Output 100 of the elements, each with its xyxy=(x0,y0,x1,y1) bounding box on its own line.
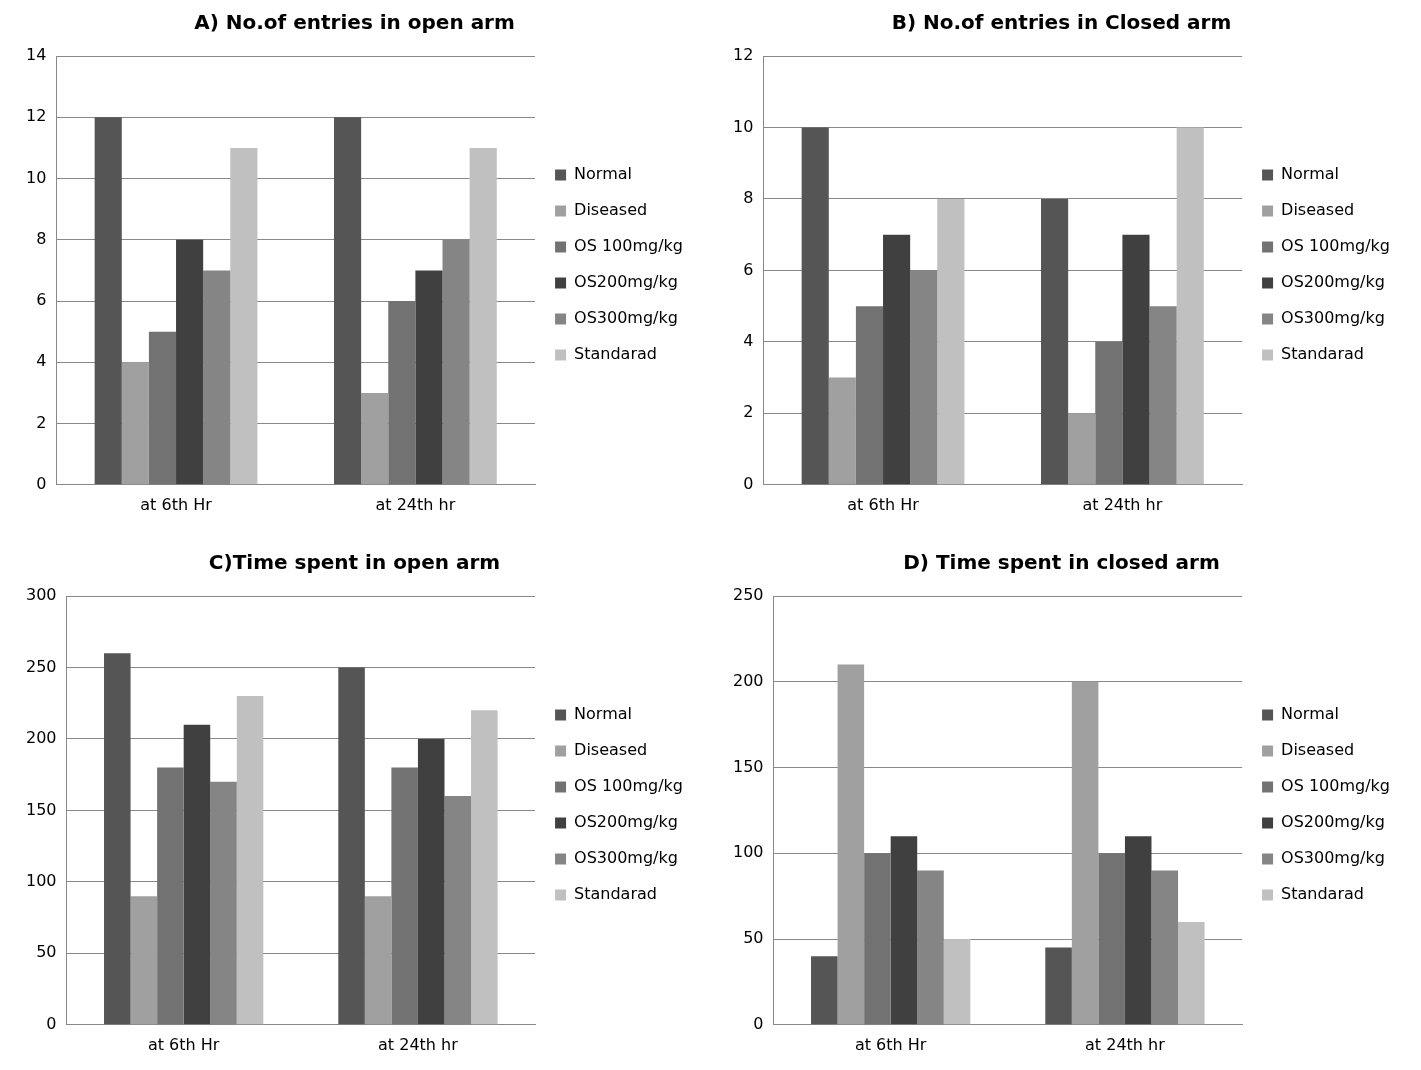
legend-label: Standarad xyxy=(1281,884,1364,904)
legend-label: Diseased xyxy=(1281,200,1355,220)
bar xyxy=(361,392,389,485)
bar xyxy=(176,239,204,485)
bar xyxy=(415,270,443,485)
bar xyxy=(864,853,891,1025)
x-tick-label: at 6th Hr xyxy=(847,494,920,514)
bar xyxy=(943,939,971,1025)
legend-label: OS200mg/kg xyxy=(1281,272,1385,292)
y-tick-label: 100 xyxy=(732,842,764,862)
legend-label: Standarad xyxy=(1281,344,1364,364)
bar xyxy=(828,377,856,485)
y-tick-label: 0 xyxy=(36,473,47,493)
y-tick-label: 4 xyxy=(36,351,47,371)
chart-title: D) Time spent in closed arm xyxy=(903,550,1220,575)
bar xyxy=(910,270,938,485)
chart-title: A) No.of entries in open arm xyxy=(194,10,515,35)
y-tick-label: 14 xyxy=(26,45,47,65)
legend-label: Normal xyxy=(1281,164,1339,184)
bar xyxy=(388,301,416,485)
legend-label: Standarad xyxy=(574,884,657,904)
legend-label: OS300mg/kg xyxy=(1281,308,1385,328)
x-tick-label: at 24th hr xyxy=(375,494,456,514)
bar xyxy=(334,117,362,485)
legend-label: Diseased xyxy=(574,740,648,760)
y-tick-label: 0 xyxy=(743,473,754,493)
legend-label: OS200mg/kg xyxy=(1281,812,1385,832)
legend-label: OS 100mg/kg xyxy=(1281,776,1391,796)
bar xyxy=(917,870,944,1025)
bar xyxy=(1151,870,1179,1025)
bar xyxy=(837,664,865,1025)
bar xyxy=(1124,836,1152,1025)
bar xyxy=(1045,947,1072,1025)
y-tick-label: 150 xyxy=(25,799,57,819)
y-tick-label: 6 xyxy=(36,290,47,310)
bar xyxy=(811,956,838,1025)
bar xyxy=(417,738,445,1025)
legend-label: OS300mg/kg xyxy=(1281,848,1385,868)
chart-title: C)Time spent in open arm xyxy=(208,550,501,575)
y-tick-label: 200 xyxy=(25,728,57,748)
bar xyxy=(1176,127,1204,485)
bar xyxy=(203,270,231,485)
y-tick-label: 12 xyxy=(26,106,47,126)
bar xyxy=(801,127,829,485)
legend-label: Diseased xyxy=(574,200,648,220)
bar xyxy=(364,896,392,1025)
bar xyxy=(883,234,911,485)
bar xyxy=(157,767,184,1025)
x-tick-label: at 6th Hr xyxy=(140,494,213,514)
bar xyxy=(104,653,131,1025)
bar xyxy=(230,147,258,485)
y-tick-label: 6 xyxy=(743,259,754,279)
y-tick-label: 10 xyxy=(733,116,754,136)
bar xyxy=(890,836,918,1025)
bar xyxy=(1098,853,1125,1025)
legend-label: OS300mg/kg xyxy=(574,308,678,328)
bar xyxy=(1095,341,1123,485)
legend-label: Normal xyxy=(574,704,632,724)
y-tick-label: 12 xyxy=(733,45,754,65)
y-tick-label: 300 xyxy=(25,585,57,605)
y-tick-label: 150 xyxy=(732,756,764,776)
bar xyxy=(855,306,884,485)
y-tick-label: 10 xyxy=(26,167,47,187)
bar xyxy=(469,147,497,485)
legend-label: OS300mg/kg xyxy=(574,848,678,868)
bar xyxy=(1041,198,1069,485)
y-tick-label: 0 xyxy=(46,1013,57,1033)
bar xyxy=(1071,681,1099,1025)
bar xyxy=(1149,306,1177,485)
legend-label: OS 100mg/kg xyxy=(574,236,684,256)
bar xyxy=(148,331,177,485)
legend-label: OS 100mg/kg xyxy=(1281,236,1391,256)
y-tick-label: 100 xyxy=(25,871,57,891)
legend-label: OS200mg/kg xyxy=(574,812,678,832)
legend-label: OS200mg/kg xyxy=(574,272,678,292)
bar xyxy=(391,767,418,1025)
bar xyxy=(121,362,149,485)
y-tick-label: 250 xyxy=(25,656,57,676)
legend-label: Diseased xyxy=(1281,740,1355,760)
y-tick-label: 8 xyxy=(36,228,47,248)
y-tick-label: 250 xyxy=(732,585,764,605)
bar xyxy=(338,667,365,1025)
x-tick-label: at 24th hr xyxy=(1082,494,1163,514)
y-tick-label: 0 xyxy=(753,1013,764,1033)
bar xyxy=(471,710,498,1025)
y-tick-label: 200 xyxy=(732,670,764,690)
bar xyxy=(130,896,158,1025)
bar xyxy=(444,796,472,1025)
bar xyxy=(94,117,122,485)
legend-label: Normal xyxy=(1281,704,1339,724)
bar xyxy=(1122,234,1150,485)
x-tick-label: at 6th Hr xyxy=(854,1034,927,1054)
bar xyxy=(1068,413,1096,485)
bar xyxy=(210,781,237,1025)
x-tick-label: at 24th hr xyxy=(1085,1034,1166,1054)
y-tick-label: 8 xyxy=(743,188,754,208)
x-tick-label: at 6th Hr xyxy=(147,1034,220,1054)
bar xyxy=(937,198,965,485)
y-tick-label: 4 xyxy=(743,331,754,351)
legend-label: Standarad xyxy=(574,344,657,364)
